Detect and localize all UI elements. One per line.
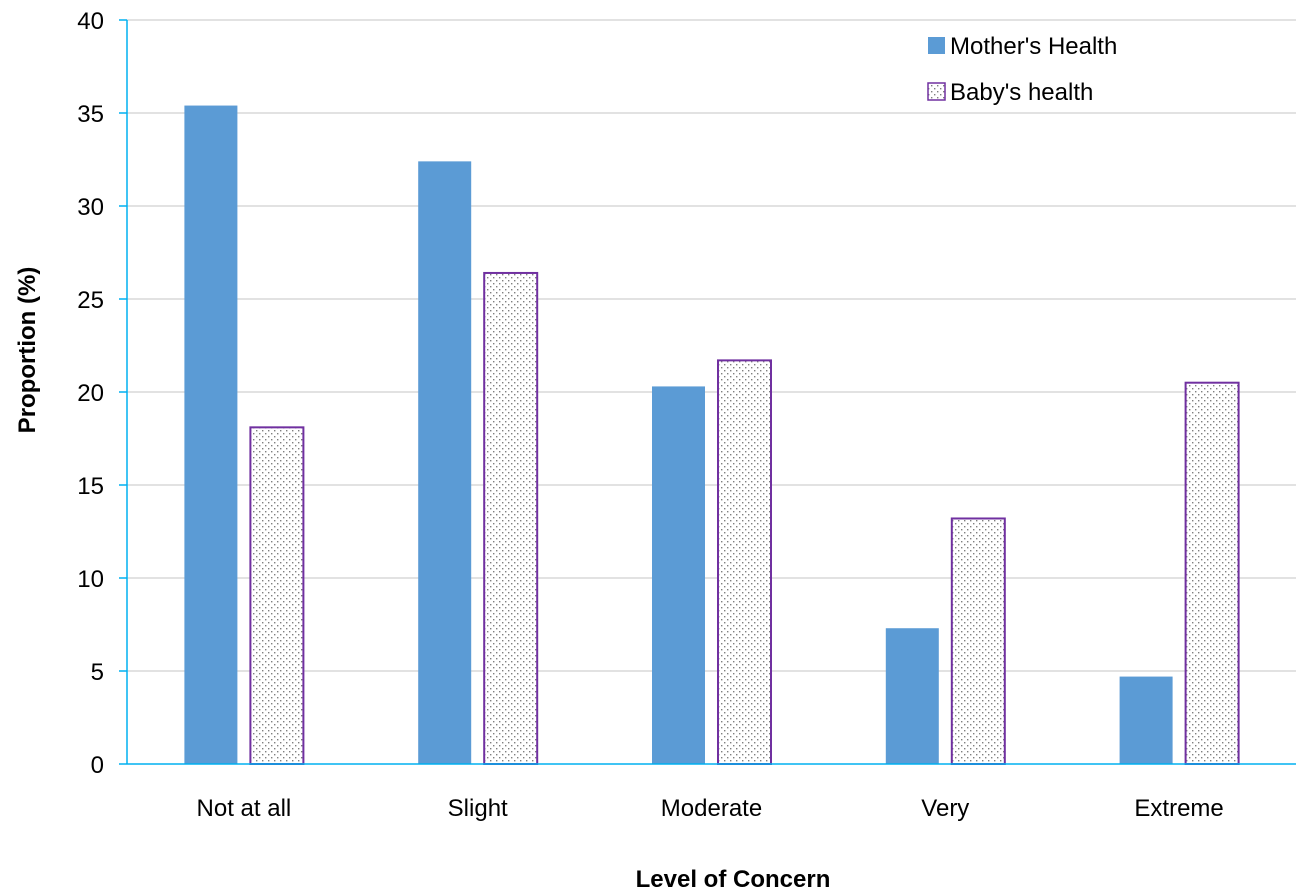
bar-mother-moderate [652,386,705,764]
y-tick-label: 20 [77,380,104,407]
y-tick-label: 5 [91,659,104,686]
bar-baby-moderate [717,359,772,765]
y-tick-label: 40 [77,8,104,35]
legend-label-baby: Baby's health [950,79,1093,106]
legend: Mother's Health Baby's health [927,33,1117,106]
legend-label-mother: Mother's Health [950,33,1117,60]
legend-swatch-baby [927,82,946,101]
y-tick-label: 15 [77,473,104,500]
axes [126,20,1296,765]
bar-baby-slight [483,271,539,765]
x-axis-title: Level of Concern [636,866,831,893]
bar-mother-very [885,628,939,764]
x-tick-label: Slight [448,795,508,822]
gridlines [119,19,1296,765]
x-tick-labels: Not at all Slight Moderate Very Extreme [197,795,1224,822]
y-tick-label: 10 [77,566,104,593]
x-tick-label: Not at all [197,795,292,822]
bar-mother-slight [418,161,472,765]
bar-baby-extreme [1184,381,1240,765]
y-tick-labels: 0 5 10 15 20 25 30 35 40 [77,8,104,779]
x-tick-label: Moderate [661,795,762,822]
bar-mother-not-at-all [184,105,238,764]
x-tick-label: Extreme [1134,795,1223,822]
bar-baby-not-at-all [249,426,305,765]
legend-swatch-mother [928,37,945,54]
y-axis-title: Proportion (%) [14,267,41,434]
y-tick-label: 0 [91,752,104,779]
bars [184,105,1240,765]
y-tick-label: 35 [77,101,104,128]
x-tick-label: Very [921,795,969,822]
y-tick-label: 25 [77,287,104,314]
y-tick-label: 30 [77,194,104,221]
bar-baby-very [950,517,1006,765]
bar-mother-extreme [1119,676,1173,764]
